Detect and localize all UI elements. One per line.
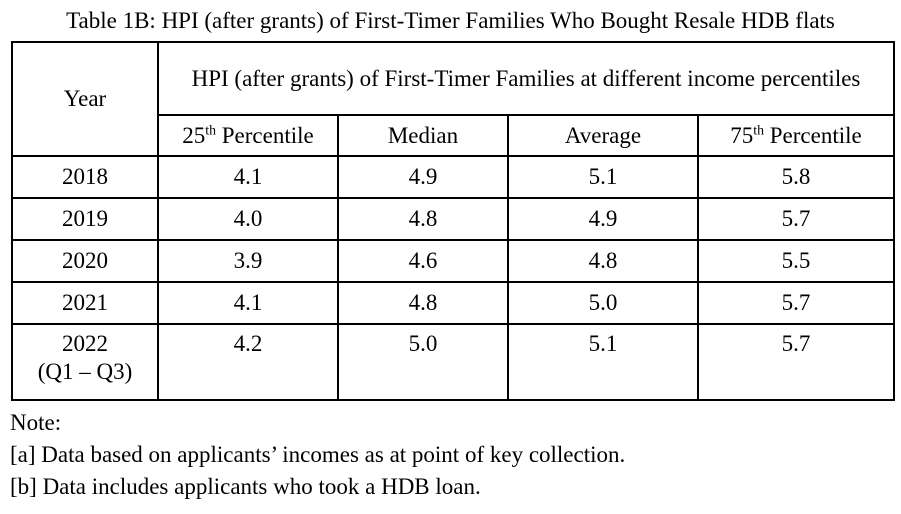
note-line-a: [a] Data based on applicants’ incomes as…: [10, 442, 626, 467]
table-row-2020: 2020 3.9 4.6 4.8 5.5: [11, 239, 895, 283]
table-caption: Table 1B: HPI (after grants) of First-Ti…: [66, 8, 835, 33]
header-row-group: Year HPI (after grants) of First-Timer F…: [11, 41, 895, 157]
value-cell: 5.7: [697, 323, 895, 401]
col-header-75th-percentile: 75th Percentile: [697, 114, 895, 157]
col-header-25th-percentile: 25th Percentile: [157, 114, 339, 157]
value-cell: 4.9: [337, 155, 509, 199]
col-header-75-rest: Percentile: [769, 122, 862, 148]
note-heading: Note:: [10, 410, 62, 435]
value-cell: 5.1: [507, 155, 699, 199]
value-cell: 5.0: [507, 281, 699, 325]
value-cell: 4.8: [337, 281, 509, 325]
value-cell: 5.7: [697, 281, 895, 325]
group-header: HPI (after grants) of First-Timer Famili…: [157, 41, 895, 116]
year-line1: 2022: [62, 331, 108, 356]
year-cell: 2019: [11, 197, 159, 241]
value-cell: 5.7: [697, 197, 895, 241]
value-cell: 4.1: [157, 155, 339, 199]
value-cell: 4.2: [157, 323, 339, 401]
value-cell: 5.5: [697, 239, 895, 283]
col-header-year: Year: [11, 41, 159, 157]
notes-block: Note: [a] Data based on applicants’ inco…: [10, 407, 901, 503]
year-cell: 2021: [11, 281, 159, 325]
value-cell: 4.9: [507, 197, 699, 241]
year-cell: 2020: [11, 239, 159, 283]
value-cell: 4.8: [507, 239, 699, 283]
year-cell: 2018: [11, 155, 159, 199]
table-row-2018: 2018 4.1 4.9 5.1 5.8: [11, 155, 895, 199]
value-cell: 5.0: [337, 323, 509, 401]
value-cell: 4.8: [337, 197, 509, 241]
col-header-median: Median: [337, 114, 509, 157]
year-cell: 2022 (Q1 – Q3): [11, 323, 159, 401]
value-cell: 4.1: [157, 281, 339, 325]
col-header-25-rest: Percentile: [221, 122, 314, 148]
table-row-2021: 2021 4.1 4.8 5.0 5.7: [11, 281, 895, 325]
col-header-75-base: 75: [730, 122, 754, 148]
superscript-th-icon: th: [753, 121, 764, 137]
value-cell: 5.1: [507, 323, 699, 401]
document-page: Table 1B: HPI (after grants) of First-Ti…: [0, 8, 901, 514]
col-header-average: Average: [507, 114, 699, 157]
value-cell: 3.9: [157, 239, 339, 283]
table-row-2022: 2022 (Q1 – Q3) 4.2 5.0 5.1 5.7: [11, 323, 895, 401]
table-row-2019: 2019 4.0 4.8 4.9 5.7: [11, 197, 895, 241]
superscript-th-icon: th: [205, 121, 216, 137]
hpi-table: Year HPI (after grants) of First-Timer F…: [11, 41, 895, 401]
year-line2: (Q1 – Q3): [37, 359, 133, 384]
col-header-25-base: 25: [182, 122, 206, 148]
value-cell: 4.0: [157, 197, 339, 241]
value-cell: 5.8: [697, 155, 895, 199]
note-line-b: [b] Data includes applicants who took a …: [10, 474, 481, 499]
header-row-columns: 25th Percentile Median Average 75th Perc…: [12, 114, 895, 157]
value-cell: 4.6: [337, 239, 509, 283]
